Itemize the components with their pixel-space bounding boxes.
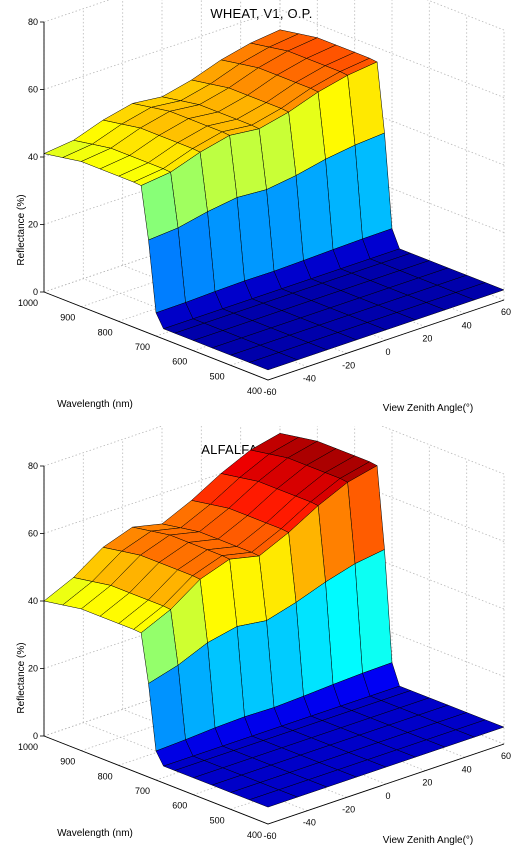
chart-panel-wheat: WHEAT, V1, O.P. 0 20 40 60 80 1000 900 800 700 60… — [16, 0, 511, 414]
z-tick-label: 40 — [28, 596, 38, 606]
gridline — [43, 426, 164, 467]
z-tick-label: 40 — [28, 152, 38, 162]
y-tick-label: 20 — [422, 334, 432, 344]
chart-title: WHEAT, V1, O.P. — [210, 6, 313, 21]
y-tick-label: 40 — [462, 320, 472, 330]
y-axis-label: View Zenith Angle(°) — [383, 403, 474, 414]
y-tick-label: -40 — [303, 818, 316, 828]
gridline — [83, 278, 308, 368]
z-tick-label: 0 — [33, 287, 38, 297]
x-tick-label: 900 — [60, 313, 75, 323]
x-tick-label: 700 — [135, 786, 150, 796]
x-tick-label: 600 — [172, 357, 187, 367]
z-tick-label: 60 — [28, 85, 38, 95]
y-axis-label: View Zenith Angle(°) — [383, 835, 474, 846]
x-tick-label: 800 — [98, 771, 113, 781]
y-tick-label: -60 — [263, 387, 276, 397]
z-axis-label: Reflectance (%) — [16, 194, 27, 265]
y-tick-label: 40 — [462, 764, 472, 774]
surface — [43, 29, 505, 371]
z-tick-label: 20 — [28, 220, 38, 230]
y-tick-label: -60 — [263, 831, 276, 841]
x-tick-label: 700 — [135, 342, 150, 352]
y-tick-label: 20 — [422, 778, 432, 788]
z-tick-label: 0 — [33, 731, 38, 741]
x-tick-label: 400 — [247, 830, 262, 840]
surface-patch — [248, 789, 299, 808]
x-tick-label: 500 — [210, 815, 225, 825]
y-tick-label: 0 — [385, 347, 390, 357]
surface-patch — [248, 352, 299, 371]
y-tick-label: -20 — [342, 360, 355, 370]
y-tick-label: 60 — [501, 751, 511, 761]
z-tick-label: 80 — [28, 461, 38, 471]
y-tick-label: 60 — [501, 307, 511, 317]
x-axis-label: Wavelength (nm) — [57, 828, 133, 839]
gridline — [83, 722, 308, 812]
surface — [43, 433, 505, 808]
x-tick-label: 800 — [98, 327, 113, 337]
gridline — [43, 0, 111, 23]
y-tick-label: 0 — [385, 791, 390, 801]
y-tick-label: -40 — [303, 374, 316, 384]
x-axis-label: Wavelength (nm) — [57, 399, 133, 410]
y-tick-label: -20 — [342, 804, 355, 814]
x-tick-label: 500 — [210, 371, 225, 381]
gridline — [43, 9, 281, 90]
z-tick-label: 80 — [28, 17, 38, 27]
x-tick-label: 600 — [172, 801, 187, 811]
x-tick-label: 900 — [60, 757, 75, 767]
z-tick-label: 60 — [28, 529, 38, 539]
x-tick-label: 400 — [247, 386, 262, 396]
gridline — [279, 9, 505, 98]
x-tick-label: 1000 — [18, 742, 38, 752]
z-axis-label: Reflectance (%) — [16, 642, 27, 713]
x-tick-label: 1000 — [18, 298, 38, 308]
chart-panel-alfalfa: ALFALFA, V17, O.P. 020406080100090080070… — [0, 426, 523, 852]
z-tick-label: 20 — [28, 664, 38, 674]
